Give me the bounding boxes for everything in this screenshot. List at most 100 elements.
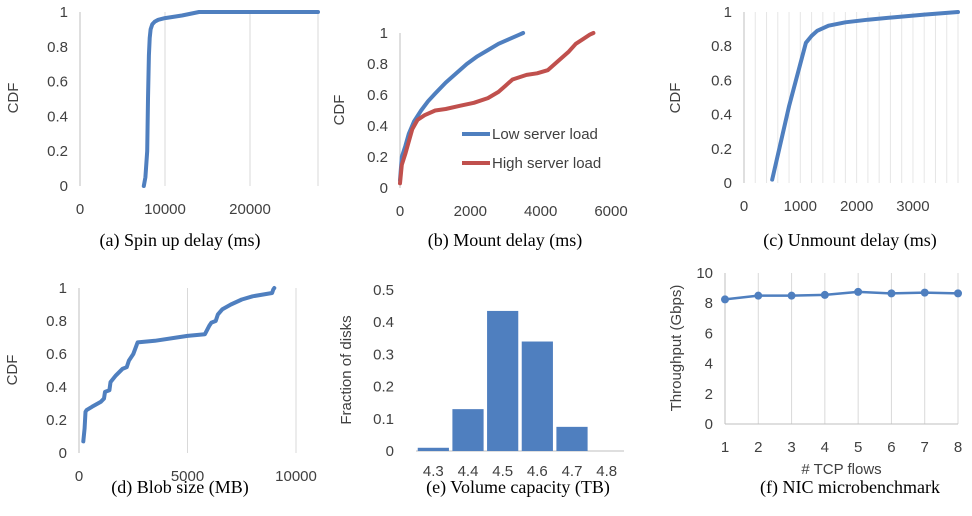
y-axis-label: CDF xyxy=(331,95,348,126)
x-tick-label: 5 xyxy=(854,439,862,456)
caption: (c) Unmount delay (ms) xyxy=(763,230,936,251)
y-tick-label: 0 xyxy=(59,445,67,462)
x-tick-label: 3000 xyxy=(896,198,929,215)
bar-4.7 xyxy=(556,426,588,451)
bar-4.4 xyxy=(452,409,484,451)
x-tick-label: 7 xyxy=(921,439,929,456)
y-tick-label: 1 xyxy=(724,4,732,21)
x-tick-label: 0 xyxy=(75,468,83,485)
x-tick-label: 4.6 xyxy=(527,463,548,480)
x-tick-label: 0 xyxy=(396,203,404,220)
x-tick-label: 4.4 xyxy=(458,463,479,480)
x-tick-label: 0 xyxy=(740,198,748,215)
y-axis-label: CDF xyxy=(667,83,684,114)
caption: (f) NIC microbenchmark xyxy=(760,477,940,498)
y-tick-label: 0.2 xyxy=(373,379,394,396)
x-tick-label: 2000 xyxy=(840,198,873,215)
series-line xyxy=(723,290,960,301)
y-tick-label: 1 xyxy=(60,4,68,21)
caption: (d) Blob size (MB) xyxy=(111,477,248,498)
y-tick-label: 0.8 xyxy=(47,39,68,56)
y-tick-label: 6 xyxy=(705,325,713,342)
x-tick-label: 6 xyxy=(887,439,895,456)
bar-4.3 xyxy=(417,447,449,451)
y-tick-label: 0 xyxy=(380,180,388,197)
x-tick-label: 1 xyxy=(721,439,729,456)
y-tick-label: 8 xyxy=(705,295,713,312)
caption: (e) Volume capacity (TB) xyxy=(426,477,610,498)
caption: (a) Spin up delay (ms) xyxy=(100,230,261,251)
y-tick-label: 0.5 xyxy=(373,282,394,299)
y-tick-label: 0.1 xyxy=(373,411,394,428)
y-axis-label: CDF xyxy=(4,355,21,386)
x-tick-label: 1000 xyxy=(784,198,817,215)
y-tick-label: 0.8 xyxy=(711,38,732,55)
x-tick-label: 2 xyxy=(754,439,762,456)
y-tick-label: 0.4 xyxy=(373,314,394,331)
data-point xyxy=(920,288,929,297)
y-tick-label: 0.6 xyxy=(47,74,68,91)
chart-e: 0 0.1 0.2 0.3 0.4 0.5 4.3 4.4 4.5 4.6 4.7 4.8 Fracti… xyxy=(338,282,624,498)
series-line-high-server-load xyxy=(398,31,596,186)
chart-a: 0 0.2 0.4 0.6 0.8 1 0 10000 20000 CDF (a) Spin up … xyxy=(5,4,320,251)
x-tick-label: 4.3 xyxy=(423,463,444,480)
data-point xyxy=(787,291,796,300)
y-tick-label: 0.4 xyxy=(47,108,68,125)
y-tick-label: 0.6 xyxy=(367,87,388,104)
data-point xyxy=(820,290,829,299)
y-tick-label: 0.2 xyxy=(46,412,67,429)
x-tick-label: 10000 xyxy=(275,468,317,485)
x-tick-label: 6000 xyxy=(594,203,627,220)
x-tick-label: 2000 xyxy=(454,203,487,220)
data-point xyxy=(887,289,896,298)
caption: (b) Mount delay (ms) xyxy=(428,230,582,251)
y-tick-label: 4 xyxy=(705,356,713,373)
y-tick-label: 1 xyxy=(380,25,388,42)
y-tick-label: 0.6 xyxy=(46,346,67,363)
y-tick-label: 0.3 xyxy=(373,346,394,363)
x-tick-label: 10000 xyxy=(144,201,186,218)
x-tick-label: 8 xyxy=(954,439,962,456)
data-point xyxy=(721,295,729,304)
y-tick-label: 1 xyxy=(59,280,67,297)
x-tick-label: 0 xyxy=(76,201,84,218)
bar-4.6 xyxy=(521,341,553,451)
y-tick-label: 0 xyxy=(724,175,732,192)
y-tick-label: 0.2 xyxy=(711,141,732,158)
series-line xyxy=(81,286,277,444)
chart-b: 0 0.2 0.4 0.6 0.8 1 0 2000 4000 6000 Low server lo… xyxy=(331,25,628,251)
y-tick-label: 0.4 xyxy=(46,379,67,396)
series-line xyxy=(770,10,960,182)
data-point xyxy=(754,291,763,300)
x-axis-label: # TCP flows xyxy=(801,461,881,478)
y-tick-label: 10 xyxy=(696,265,713,282)
series-line xyxy=(141,10,320,188)
y-axis-label: CDF xyxy=(5,83,22,114)
y-tick-label: 0.8 xyxy=(46,313,67,330)
x-tick-label: 4.7 xyxy=(562,463,583,480)
series-line-low-server-load xyxy=(398,31,526,183)
y-tick-label: 2 xyxy=(705,386,713,403)
legend-label: High server load xyxy=(492,155,601,172)
bar-4.5 xyxy=(487,310,519,451)
y-tick-label: 0.2 xyxy=(367,149,388,166)
y-tick-label: 0.4 xyxy=(367,118,388,135)
x-tick-label: 3 xyxy=(787,439,795,456)
x-tick-label: 4000 xyxy=(524,203,557,220)
x-tick-label: 5000 xyxy=(171,468,204,485)
x-tick-label: 20000 xyxy=(229,201,271,218)
chart-d: 0 0.2 0.4 0.6 0.8 1 0 5000 10000 CDF (d) Blob size… xyxy=(4,280,317,498)
y-tick-label: 0.6 xyxy=(711,72,732,89)
data-point xyxy=(854,287,863,296)
legend-label: Low server load xyxy=(492,126,598,143)
y-tick-label: 0 xyxy=(705,416,713,433)
x-tick-label: 4.5 xyxy=(492,463,513,480)
chart-c: 0 0.2 0.4 0.6 0.8 1 0 1000 2000 3000 CDF (c) Unmoun… xyxy=(667,4,960,251)
y-tick-label: 0.8 xyxy=(367,56,388,73)
y-tick-label: 0.2 xyxy=(47,143,68,160)
y-axis-label: Fraction of disks xyxy=(338,315,355,424)
y-tick-label: 0 xyxy=(60,178,68,195)
x-tick-label: 4 xyxy=(821,439,829,456)
